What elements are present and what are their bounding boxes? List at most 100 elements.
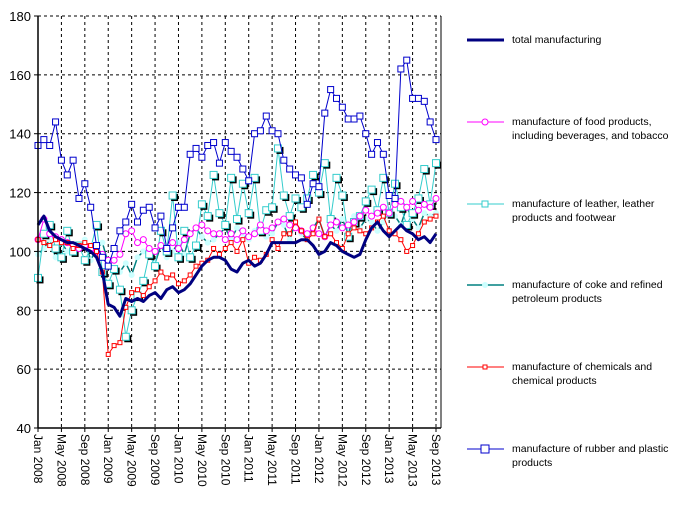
data-point [433, 213, 439, 219]
legend-label: manufacture of chemicals and chemical pr… [512, 361, 653, 387]
data-point [180, 203, 188, 211]
data-point [368, 219, 375, 225]
data-point [432, 136, 440, 144]
data-point [391, 194, 399, 202]
data-point [105, 351, 111, 357]
data-point [81, 180, 89, 188]
data-point [420, 200, 428, 208]
data-point [391, 200, 399, 208]
legend-label: manufacture of coke and refined petroleu… [512, 279, 663, 305]
x-tick-label: May 2011 [265, 434, 279, 486]
data-point [157, 212, 165, 220]
data-point [310, 231, 316, 237]
data-point [274, 218, 282, 226]
axes [34, 15, 442, 432]
data-point [269, 230, 276, 237]
data-point [426, 118, 434, 126]
data-point [75, 194, 83, 202]
data-point [239, 165, 247, 173]
data-point [93, 242, 101, 250]
series-group [34, 56, 442, 357]
data-point [357, 228, 363, 234]
data-point [164, 275, 170, 281]
data-point [227, 173, 236, 182]
data-point [116, 227, 124, 235]
data-point [280, 221, 287, 228]
x-tick-label: Sep 2008 [78, 434, 92, 486]
data-point [345, 231, 351, 237]
legend-label: total manufacturing [512, 34, 602, 46]
data-point [203, 212, 212, 221]
data-point [140, 293, 146, 299]
x-tick-label: Sep 2009 [148, 434, 162, 486]
data-point [134, 239, 141, 247]
data-point [344, 115, 352, 123]
data-point [174, 203, 182, 211]
data-point [362, 130, 370, 138]
data-point [252, 254, 258, 260]
data-point [186, 150, 194, 158]
x-tick-label: Jan 2008 [31, 434, 45, 484]
data-point [122, 260, 129, 267]
data-point [321, 109, 329, 117]
y-tick-label: 40 [17, 421, 31, 436]
data-point [240, 237, 246, 243]
y-tick-labels: 40 60 80 100 120 140 160 180 [9, 9, 31, 436]
data-point [175, 281, 181, 287]
data-point [421, 210, 428, 217]
data-point [115, 285, 124, 294]
data-point [139, 236, 147, 244]
x-tick-label: Jan 2012 [312, 434, 326, 484]
data-point [338, 191, 347, 200]
legend-label: manufacture of rubber and plastic produc… [512, 443, 669, 469]
data-point [351, 213, 358, 220]
data-point [88, 243, 94, 249]
data-point [351, 225, 357, 231]
data-point [402, 220, 411, 229]
data-point [210, 230, 218, 238]
data-point [368, 212, 376, 220]
data-point [344, 221, 352, 229]
data-point [198, 233, 205, 240]
data-point [82, 240, 88, 246]
data-point [87, 203, 95, 211]
data-point [180, 236, 188, 244]
data-point [350, 115, 358, 123]
x-tick-label: Jan 2011 [242, 434, 256, 483]
data-point [221, 139, 229, 147]
x-tick-label: May 2009 [125, 434, 139, 487]
data-point [151, 262, 160, 271]
data-point [174, 244, 182, 252]
data-point [245, 177, 253, 185]
data-point [227, 230, 235, 238]
data-point [233, 215, 241, 224]
data-point [239, 227, 247, 235]
data-point [180, 226, 189, 235]
data-point [52, 254, 59, 261]
data-point [409, 94, 417, 102]
y-tick-label: 160 [9, 68, 31, 83]
data-point [269, 237, 275, 243]
data-point [151, 224, 159, 232]
x-tick-label: Jan 2009 [101, 434, 115, 484]
data-point [286, 221, 294, 229]
data-point [285, 212, 294, 221]
data-point [427, 216, 433, 222]
data-point [215, 159, 223, 167]
data-point [339, 216, 346, 223]
data-point [410, 243, 416, 249]
data-point [280, 215, 288, 223]
data-point [303, 230, 311, 238]
data-point [192, 241, 201, 250]
y-tick-label: 60 [17, 362, 31, 377]
data-point [362, 206, 370, 214]
data-point [152, 278, 158, 284]
data-point [99, 239, 106, 246]
data-point [122, 218, 130, 226]
data-point [426, 203, 434, 211]
data-point [274, 130, 282, 138]
data-point [373, 139, 381, 147]
data-point [374, 227, 381, 234]
data-point [145, 244, 153, 252]
data-point [320, 159, 329, 168]
